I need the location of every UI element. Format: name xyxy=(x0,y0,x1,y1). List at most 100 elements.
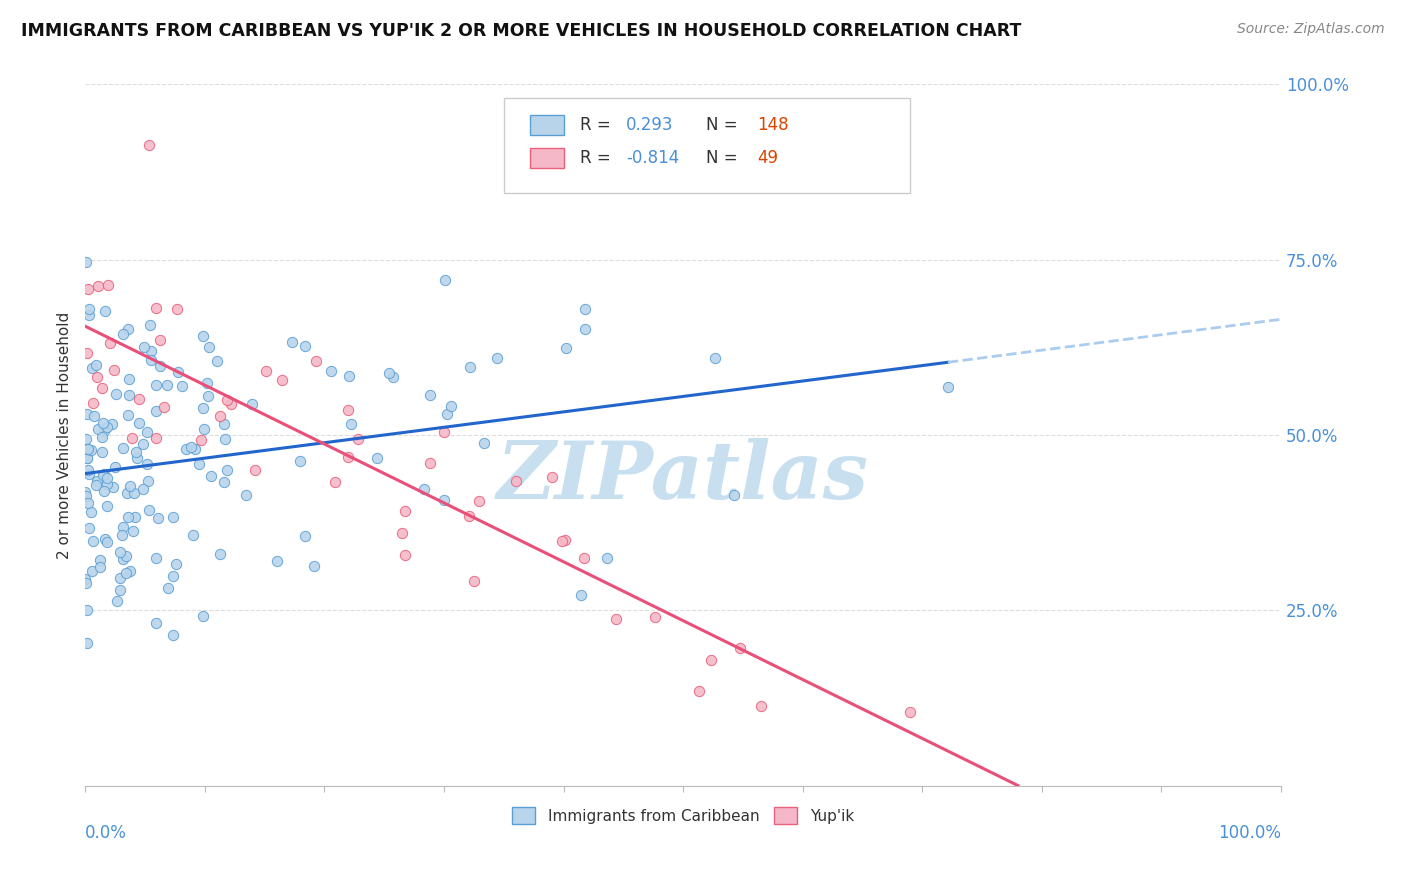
Point xyxy=(193,422,215,436)
Point xyxy=(111,551,134,566)
Point xyxy=(96,476,118,491)
Point xyxy=(93,468,115,483)
Point xyxy=(436,408,458,422)
Point xyxy=(79,302,101,317)
Point xyxy=(111,528,134,542)
Point xyxy=(571,588,593,602)
Point xyxy=(596,550,619,565)
Point xyxy=(419,387,441,401)
Text: N =: N = xyxy=(706,116,742,134)
Point xyxy=(90,380,112,394)
Text: ZIPatlas: ZIPatlas xyxy=(498,438,869,516)
Point xyxy=(132,482,155,496)
Point xyxy=(76,636,98,650)
FancyBboxPatch shape xyxy=(530,148,564,168)
Point xyxy=(191,401,214,415)
Point xyxy=(125,445,148,459)
Point xyxy=(170,379,193,393)
Point xyxy=(76,450,98,465)
Point xyxy=(91,417,114,431)
Point xyxy=(749,699,772,714)
Point xyxy=(377,366,399,380)
Point xyxy=(463,574,485,588)
Point xyxy=(197,388,219,402)
Point xyxy=(90,445,112,459)
Point xyxy=(77,467,100,482)
Point xyxy=(321,363,343,377)
Point xyxy=(105,594,128,608)
Legend: Immigrants from Caribbean, Yup'ik: Immigrants from Caribbean, Yup'ik xyxy=(506,801,860,830)
Point xyxy=(98,336,121,351)
Text: 49: 49 xyxy=(758,149,779,167)
Point xyxy=(162,510,184,524)
Text: R =: R = xyxy=(581,116,616,134)
Point xyxy=(704,351,727,365)
Point xyxy=(138,137,160,152)
Point xyxy=(120,479,142,493)
Point xyxy=(240,397,263,411)
Point xyxy=(128,392,150,407)
Point xyxy=(139,343,162,358)
Point xyxy=(457,509,479,524)
Point xyxy=(84,478,107,492)
Text: Source: ZipAtlas.com: Source: ZipAtlas.com xyxy=(1237,22,1385,37)
Point xyxy=(87,279,110,293)
Point xyxy=(184,442,207,457)
Point xyxy=(433,492,456,507)
Point xyxy=(644,609,666,624)
Point xyxy=(190,433,212,447)
Text: 0.293: 0.293 xyxy=(626,116,673,134)
Point xyxy=(700,652,723,666)
Point xyxy=(120,564,142,578)
Point xyxy=(77,463,100,477)
Point xyxy=(138,503,160,517)
Point xyxy=(79,521,101,535)
Point xyxy=(419,456,441,470)
Point xyxy=(86,474,108,488)
Point xyxy=(75,572,97,586)
Point xyxy=(205,354,228,368)
Point xyxy=(117,408,139,422)
Point xyxy=(325,475,347,489)
Point xyxy=(76,282,98,296)
Point xyxy=(90,430,112,444)
Text: 148: 148 xyxy=(758,116,789,134)
Point xyxy=(122,486,145,500)
Point xyxy=(89,560,111,574)
Point xyxy=(76,407,98,421)
Point xyxy=(181,528,204,542)
Point xyxy=(302,559,325,574)
Point xyxy=(146,511,169,525)
Point xyxy=(394,503,416,517)
Point xyxy=(505,474,527,488)
Point xyxy=(468,494,491,508)
Point xyxy=(82,360,104,375)
Point xyxy=(728,641,751,656)
Point xyxy=(936,379,959,393)
Text: -0.814: -0.814 xyxy=(626,149,679,167)
Point xyxy=(214,432,236,446)
Point xyxy=(574,301,596,316)
Point xyxy=(605,612,627,626)
Point xyxy=(574,322,596,336)
Point xyxy=(118,388,141,402)
Point xyxy=(243,463,266,477)
Point xyxy=(94,532,117,546)
Point xyxy=(76,346,98,360)
Point xyxy=(336,450,359,464)
Point xyxy=(87,422,110,436)
Point xyxy=(688,684,710,698)
Point xyxy=(75,254,97,268)
Point xyxy=(339,417,361,432)
Point xyxy=(235,488,257,502)
Text: IMMIGRANTS FROM CARIBBEAN VS YUP'IK 2 OR MORE VEHICLES IN HOUSEHOLD CORRELATION : IMMIGRANTS FROM CARIBBEAN VS YUP'IK 2 OR… xyxy=(21,22,1022,40)
Text: R =: R = xyxy=(581,149,616,167)
Point xyxy=(555,341,578,355)
Point xyxy=(434,273,457,287)
Point xyxy=(93,467,115,481)
Point xyxy=(97,278,120,293)
Point xyxy=(149,359,172,373)
Point xyxy=(96,420,118,434)
Point xyxy=(212,417,235,431)
Point xyxy=(209,548,232,562)
